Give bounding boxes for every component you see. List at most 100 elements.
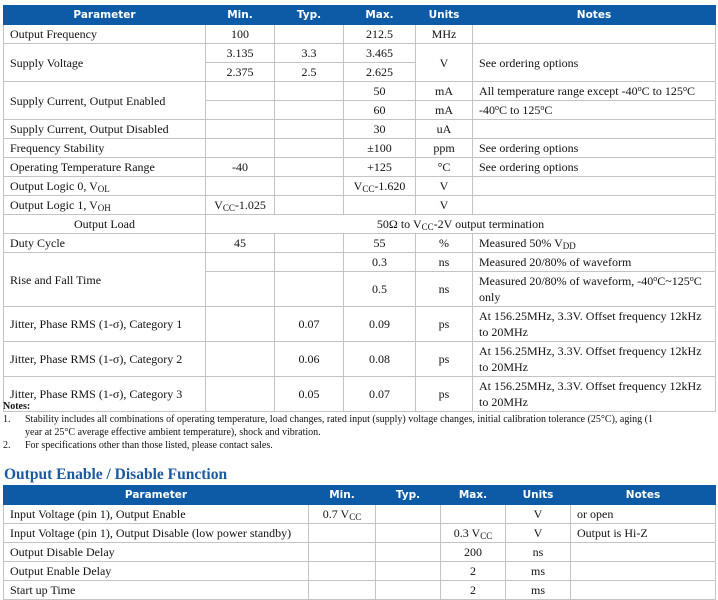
cell-text: 100 [231, 27, 249, 41]
notes-cell [570, 542, 716, 562]
value-cell [274, 252, 344, 272]
value-cell [274, 233, 344, 253]
value-cell [308, 542, 376, 562]
parameter-cell: Start up Time [3, 580, 309, 600]
cell-text: -1.620 [374, 179, 406, 193]
value-cell [274, 271, 344, 307]
cell-text: 60 [373, 103, 386, 117]
value-cell [308, 523, 376, 543]
table-row: 0.5 ns Measured 20/80% of waveform, -40oC~… [4, 271, 716, 307]
notes-cell: -40oC to 125oC [472, 100, 716, 120]
value-cell: +125 [343, 157, 416, 177]
cell-text: 200 [464, 545, 482, 559]
value-cell [375, 523, 441, 543]
value-cell: 2.5 [274, 62, 344, 82]
notes-cell: Measured 20/80% of waveform, -40oC~125oC… [472, 271, 716, 307]
parameter-cell: Supply Current, Output Enabled [3, 81, 206, 120]
value-cell [205, 306, 275, 342]
cell-text: 0.06 [298, 352, 320, 366]
value-cell: 0.07 [274, 306, 344, 342]
value-cell [308, 580, 376, 600]
parameter-cell: Input Voltage (pin 1), Output Enable [3, 504, 309, 524]
superscript: o [653, 274, 658, 283]
parameter-cell: Output Frequency [3, 24, 206, 44]
cell-text: Output is Hi-Z [577, 526, 648, 540]
value-cell: V [415, 176, 473, 196]
table-row: Start up Time 2 ms [3, 580, 716, 600]
notes-cell: or open [570, 504, 716, 524]
value-cell [274, 24, 344, 44]
table-header-row: Parameter Min. Typ. Max. Units Notes [3, 485, 716, 505]
table-row: Frequency Stability ±100 ppm See ordering o… [3, 138, 716, 158]
notes-heading: Notes: [3, 401, 31, 412]
cell-text: V [439, 179, 449, 193]
cell-text: 3.135 [226, 46, 254, 60]
cell-text: ps [438, 387, 450, 401]
cell-text: V [533, 526, 543, 540]
value-cell: 200 [440, 542, 506, 562]
table-row: Operating Temperature Range -40 +125 °C See … [3, 157, 716, 177]
value-cell: 0.09 [343, 306, 416, 342]
cell-text: 45 [234, 236, 246, 250]
cell-text: Output Logic 1, V [10, 198, 98, 212]
section-title: Output Enable / Disable Function [4, 466, 228, 483]
cell-text: 2.5 [301, 65, 317, 79]
column-header: Min. [308, 485, 376, 505]
column-header: Max. [343, 5, 416, 25]
cell-text: Output Load [74, 217, 135, 231]
table-row: Duty Cycle 45 55% Measured 50% VDD [3, 233, 716, 253]
notes-cell [570, 580, 716, 600]
value-cell: V [505, 523, 571, 543]
cell-text: At 156.25MHz, 3.3V. Offset frequency 12k… [479, 344, 702, 374]
value-cell: 3.135 [205, 43, 275, 63]
column-header: Units [415, 5, 473, 25]
subscript: CC [349, 512, 362, 522]
notes: Notes: 1. Stability includes all combinat… [3, 400, 715, 452]
value-cell: uA [415, 119, 473, 139]
notes-cell: At 156.25MHz, 3.3V. Offset frequency 12k… [472, 376, 716, 412]
cell-text: Input Voltage (pin 1), Output Disable (l… [10, 526, 292, 540]
value-cell: 0.3 VCC [440, 523, 506, 543]
value-cell: 100 [205, 24, 275, 44]
cell-text: C [686, 84, 695, 98]
cell-text: -40 [479, 103, 495, 117]
cell-text: ms [530, 564, 545, 578]
cell-text: ms [530, 583, 545, 597]
parameter-cell: Output Enable Delay [3, 561, 309, 581]
superscript: o [540, 103, 545, 112]
table-row: Jitter, Phase RMS (1-σ), Category 1 0.07 0… [3, 306, 716, 342]
cell-text: Output Frequency [10, 27, 97, 41]
cell-text: See ordering options [479, 55, 579, 70]
cell-text: 3.3 [301, 46, 317, 60]
column-header: Typ. [274, 5, 344, 25]
column-header: Parameter [3, 485, 309, 505]
parameter-cell: Jitter, Phase RMS (1-σ), Category 1 [3, 306, 206, 342]
value-cell: ms [505, 561, 571, 581]
cell-text: Start up Time [10, 583, 76, 597]
value-cell: V [505, 504, 571, 524]
value-cell [274, 138, 344, 158]
notes-cell: See ordering options [472, 43, 716, 82]
table-row: Output Enable Delay 2 ms [3, 561, 716, 581]
cell-text: Input Voltage (pin 1), Output Enable [10, 507, 186, 521]
parameter-cell: Operating Temperature Range [3, 157, 206, 177]
cell-text: 2 [470, 583, 476, 597]
cell-text: V [439, 198, 449, 212]
cell-text: At 156.25MHz, 3.3V. Offset frequency 12k… [479, 379, 702, 409]
subscript: OL [97, 184, 110, 194]
notes-cell: At 156.25MHz, 3.3V. Offset frequency 12k… [472, 306, 716, 342]
note-number: 1. [3, 414, 11, 425]
subscript: DD [562, 241, 576, 251]
cell-text: Jitter, Phase RMS (1-σ), Category 2 [10, 352, 183, 366]
cell-text: Operating Temperature Range [10, 160, 155, 174]
cell-text: Supply Voltage [10, 55, 84, 70]
cell-text: MHz [431, 27, 457, 41]
cell-text: Rise and Fall Time [10, 272, 102, 287]
value-cell [375, 504, 441, 524]
value-cell: 0.06 [274, 341, 344, 377]
table-row: Output Disable Delay 200 ns [3, 542, 716, 562]
table-row: Jitter, Phase RMS (1-σ), Category 3 0.05 0… [3, 376, 716, 412]
cell-text: 0.07 [298, 317, 320, 331]
cell-text: Frequency Stability [10, 141, 105, 155]
notes-cell [570, 561, 716, 581]
